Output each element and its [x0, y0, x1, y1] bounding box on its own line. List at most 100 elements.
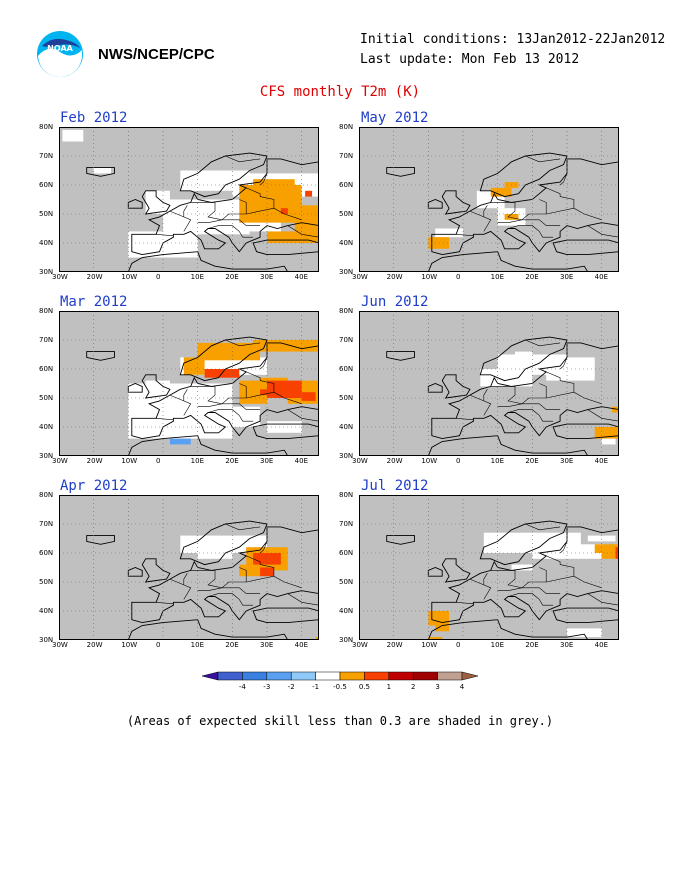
lon-tick-label: 20W: [386, 457, 403, 465]
coastline: [552, 423, 619, 440]
colorbar-label: -3: [263, 683, 270, 691]
country-border: [246, 575, 302, 589]
lon-tick-label: 0: [156, 273, 161, 281]
lon-tick-label: 30W: [352, 273, 368, 281]
country-border: [521, 587, 561, 594]
colorbar-label: 2: [411, 683, 415, 691]
colorbar-label: 3: [435, 683, 439, 691]
anomaly-cell: [594, 544, 619, 553]
country-border: [208, 409, 254, 422]
lat-tick-label: 60N: [339, 549, 354, 557]
country-border: [456, 602, 474, 605]
country-border: [169, 210, 192, 232]
lat-tick-label: 60N: [39, 181, 54, 189]
lon-tick-label: 10E: [190, 457, 204, 465]
lon-tick-label: 0: [456, 273, 461, 281]
anomaly-cell: [145, 380, 170, 398]
lon-tick-label: 0: [456, 457, 461, 465]
lon-tick-label: 10E: [190, 273, 204, 281]
anomaly-cell: [594, 427, 619, 439]
lat-tick-label: 30N: [39, 268, 54, 276]
country-border: [560, 196, 575, 209]
lat-tick-label: 80N: [39, 307, 54, 315]
colorbar: -4 -3 -2 -1 -0.5 0.5 1 2 3 4: [201, 671, 479, 691]
lon-tick-label: 30W: [352, 457, 368, 465]
lon-tick-label: 30W: [52, 273, 68, 281]
colorbar-label: -2: [288, 683, 295, 691]
panel-title-jun: Jun 2012: [361, 294, 429, 310]
map-feb-2012: [59, 127, 319, 272]
coastline: [179, 336, 268, 382]
lon-tick-label: 30E: [260, 641, 274, 649]
panel-title-feb: Feb 2012: [60, 110, 128, 126]
colorbar-segment: [364, 671, 390, 681]
lon-tick-label: 20E: [225, 457, 239, 465]
coastline: [479, 336, 568, 382]
lat-tick-label: 50N: [339, 394, 354, 402]
country-border: [246, 371, 261, 381]
lat-tick-label: 80N: [339, 307, 354, 315]
lat-tick-label: 50N: [339, 578, 354, 586]
lat-tick-label: 30N: [339, 452, 354, 460]
country-border: [469, 394, 492, 416]
anomaly-cell: [280, 208, 288, 214]
anomaly-cell: [197, 553, 233, 559]
lat-tick-label: 40N: [39, 423, 54, 431]
lon-tick-label: 10W: [421, 641, 438, 649]
country-border: [183, 389, 188, 401]
lat-tick-label: 40N: [339, 607, 354, 615]
anomaly-cell: [183, 357, 205, 375]
country-border: [260, 564, 275, 577]
colorbar-segment: [412, 671, 438, 681]
coastline: [86, 351, 115, 361]
lat-tick-label: 80N: [39, 123, 54, 131]
country-border: [246, 555, 261, 565]
country-border: [225, 155, 261, 163]
country-border: [183, 205, 188, 217]
colorbar-label: 0.5: [359, 683, 370, 691]
coastline: [86, 167, 115, 177]
lat-tick-label: 30N: [339, 636, 354, 644]
coastline: [431, 526, 619, 624]
anomaly-cell: [169, 438, 191, 445]
country-border: [259, 173, 268, 186]
anomaly-cell: [504, 214, 519, 220]
country-border: [587, 225, 619, 238]
country-border: [546, 187, 561, 197]
map-may-2012: [359, 127, 619, 272]
lon-tick-label: 10W: [421, 457, 438, 465]
lat-tick-label: 50N: [39, 210, 54, 218]
country-border: [559, 357, 568, 370]
coastline: [386, 167, 415, 177]
coastline: [479, 520, 568, 566]
lon-tick-label: 20W: [86, 273, 103, 281]
lon-tick-label: 40E: [294, 273, 308, 281]
lon-tick-label: 20W: [86, 457, 103, 465]
anomaly-cell: [180, 535, 267, 553]
lon-tick-label: 20W: [386, 273, 403, 281]
country-border: [156, 418, 174, 421]
panel-title-jul: Jul 2012: [361, 478, 429, 494]
lon-tick-label: 30E: [260, 273, 274, 281]
lat-tick-label: 60N: [339, 365, 354, 373]
country-border: [559, 541, 568, 554]
country-border: [525, 155, 561, 163]
lon-tick-label: 10E: [490, 273, 504, 281]
colorbar-arrow-left: [201, 671, 219, 681]
coastline: [252, 607, 319, 624]
colorbar-segment: [217, 671, 243, 681]
panel-title-apr: Apr 2012: [60, 478, 128, 494]
country-border: [456, 418, 474, 421]
lon-tick-label: 40E: [594, 457, 608, 465]
colorbar-segment: [242, 671, 268, 681]
agency-name: NWS/NCEP/CPC: [98, 46, 215, 63]
coastline: [127, 619, 289, 640]
coastline: [179, 520, 268, 566]
country-border: [287, 409, 319, 422]
coastline: [431, 158, 619, 256]
coastline: [386, 535, 415, 545]
anomaly-cell: [428, 637, 443, 640]
map-frame: [59, 495, 319, 640]
lat-tick-label: 70N: [339, 520, 354, 528]
anomaly-cell: [239, 564, 261, 577]
